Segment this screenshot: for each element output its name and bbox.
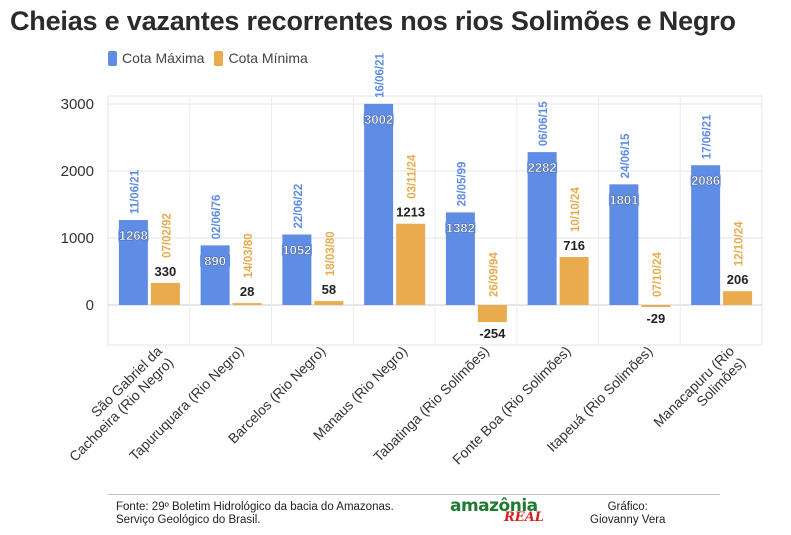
value-label-max-2: 1052 [282, 243, 311, 258]
value-label-max-3: 3002 [364, 112, 393, 127]
date-label-max-7: 17/06/21 [702, 114, 714, 159]
bar-min-4 [477, 305, 507, 323]
date-label-min-7: 12/10/24 [734, 221, 746, 266]
value-label-max-4: 1382 [446, 220, 475, 235]
bar-max-5 [527, 152, 557, 305]
bar-min-3 [396, 223, 426, 305]
value-label-min-4: -254 [479, 326, 506, 341]
date-label-max-2: 22/06/22 [293, 184, 305, 229]
legend-swatch-max [108, 50, 117, 66]
legend: Cota Máxima Cota Mínima [108, 50, 308, 66]
bar-max-3 [364, 103, 394, 305]
value-badge-max-1 [200, 252, 231, 270]
chart-title: Cheias e vazantes recorrentes nos rios S… [10, 6, 736, 36]
value-label-max-6: 1801 [609, 192, 638, 207]
value-label-min-7: 206 [727, 272, 749, 287]
category-label-line: Cachoeira (Rio Negro) [66, 354, 176, 464]
date-label-max-3: 16/06/21 [375, 52, 387, 97]
y-tick-label-0: 0 [86, 297, 94, 314]
amazonia-real-logo: amazônia REAL [450, 496, 550, 530]
category-label-7: Manacapuru (RioSolimões) [650, 343, 749, 442]
date-label-min-4: 26/09/94 [488, 252, 500, 297]
date-label-min-0: 07/02/92 [161, 213, 173, 258]
legend-item-min: Cota Mínima [214, 50, 308, 66]
date-label-max-4: 28/05/99 [456, 162, 468, 207]
value-label-max-5: 2282 [528, 160, 557, 175]
footer-divider [108, 494, 720, 495]
value-label-min-3: 1213 [396, 205, 425, 220]
credit-line-2: Giovanny Vera [590, 514, 666, 526]
value-badge-max-5 [527, 159, 558, 177]
source-note: Fonte: 29º Boletim Hidrológico da bacia … [116, 501, 394, 527]
y-tick-label-1000: 1000 [61, 230, 94, 247]
y-tick-label-3000: 3000 [61, 96, 94, 113]
date-label-max-5: 06/06/15 [538, 101, 550, 146]
legend-swatch-min [214, 50, 224, 66]
value-label-max-0: 1268 [119, 228, 148, 243]
date-label-max-1: 02/06/76 [211, 195, 223, 240]
credit-line-1: Gráfico: [607, 501, 648, 513]
value-badge-max-4 [445, 219, 476, 237]
date-label-max-0: 11/06/21 [129, 169, 141, 214]
value-badge-max-2 [281, 241, 312, 259]
value-label-max-7: 2086 [691, 173, 720, 188]
bar-min-7 [723, 291, 753, 305]
bar-min-6 [641, 305, 671, 307]
value-badge-max-7 [690, 172, 721, 190]
date-label-max-6: 24/06/15 [620, 133, 632, 178]
value-label-min-1: 28 [240, 284, 254, 299]
value-label-min-6: -29 [646, 311, 665, 326]
bar-min-1 [232, 303, 262, 305]
bar-min-2 [314, 301, 344, 305]
date-label-min-3: 03/11/24 [407, 154, 419, 199]
logo-sub-text: REAL [504, 510, 544, 525]
value-badge-max-6 [608, 191, 639, 209]
date-label-min-2: 18/03/80 [325, 231, 337, 276]
bar-min-0 [150, 282, 180, 305]
value-label-min-2: 58 [322, 282, 336, 297]
value-badge-max-0 [118, 227, 149, 245]
legend-label-min: Cota Mínima [228, 50, 308, 66]
y-tick-label-2000: 2000 [61, 163, 94, 180]
date-label-min-5: 10/10/24 [570, 187, 582, 232]
bar-min-5 [559, 257, 589, 305]
value-label-min-5: 716 [563, 238, 585, 253]
legend-label-max: Cota Máxima [122, 50, 205, 66]
value-label-max-1: 890 [204, 253, 226, 268]
date-label-min-6: 07/10/24 [652, 252, 664, 297]
legend-item-max: Cota Máxima [108, 50, 204, 66]
logo-main-text: amazônia [450, 496, 538, 516]
chart-credit: Gráfico: Giovanny Vera [590, 501, 665, 527]
value-label-min-0: 330 [155, 264, 177, 279]
category-label-0: São Gabriel daCachoeira (Rio Negro) [55, 343, 177, 465]
date-label-min-1: 14/03/80 [243, 233, 255, 278]
source-line-2: Serviço Geológico do Brasil. [116, 514, 261, 526]
source-line-1: Fonte: 29º Boletim Hidrológico da bacia … [116, 501, 394, 513]
value-badge-max-3 [363, 110, 394, 128]
